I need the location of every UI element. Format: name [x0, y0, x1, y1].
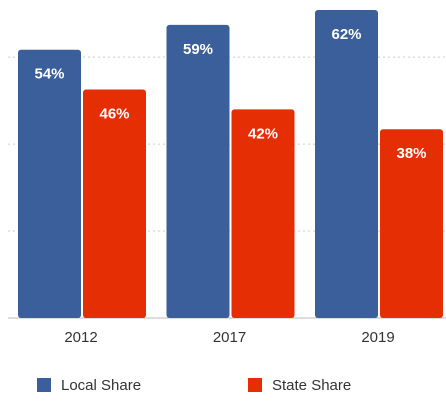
- bar: [166, 24, 230, 318]
- value-label: 46%: [99, 105, 129, 122]
- x-tick-label: 2012: [64, 329, 97, 346]
- bar: [315, 9, 378, 318]
- legend-swatch: [37, 378, 51, 392]
- value-label: 38%: [396, 145, 426, 162]
- bar: [231, 109, 295, 318]
- legend-label: Local Share: [61, 377, 141, 394]
- legend-label: State Share: [272, 377, 351, 394]
- value-label: 42%: [248, 125, 278, 142]
- bar: [380, 129, 443, 318]
- bar: [83, 89, 146, 318]
- x-tick-label: 2017: [213, 329, 246, 346]
- value-label: 62%: [331, 26, 361, 43]
- x-tick-label: 2019: [361, 329, 394, 346]
- legend-swatch: [248, 378, 262, 392]
- value-label: 59%: [183, 41, 213, 58]
- bar: [18, 49, 81, 318]
- value-label: 54%: [34, 66, 64, 83]
